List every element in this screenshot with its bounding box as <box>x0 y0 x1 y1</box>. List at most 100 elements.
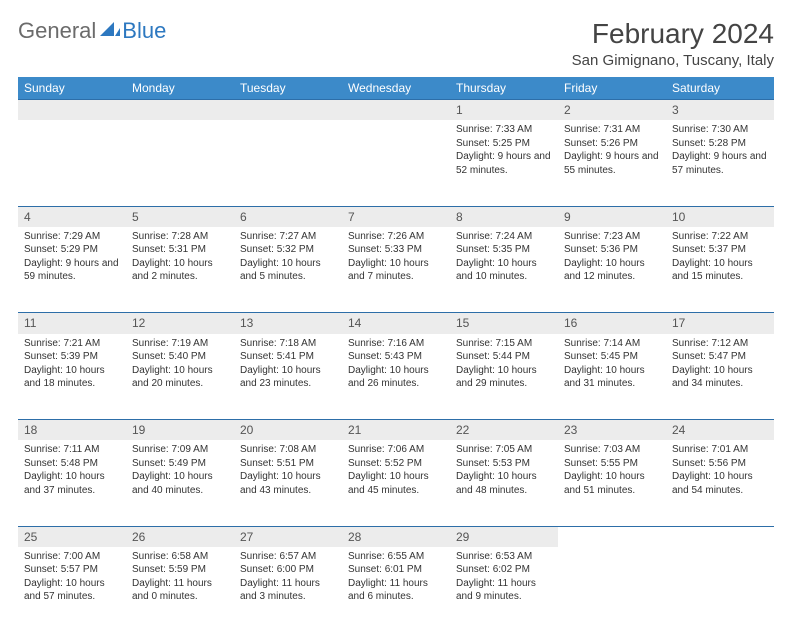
day-number-cell: 29 <box>450 526 558 547</box>
sunset-line: Sunset: 5:41 PM <box>240 350 336 364</box>
day-number-cell: 7 <box>342 206 450 227</box>
day-header: Monday <box>126 77 234 100</box>
day-detail-cell: Sunrise: 7:29 AMSunset: 5:29 PMDaylight:… <box>18 227 126 313</box>
day-number-cell <box>558 526 666 547</box>
week-detail-row: Sunrise: 7:00 AMSunset: 5:57 PMDaylight:… <box>18 547 774 633</box>
sunset-line: Sunset: 5:35 PM <box>456 243 552 257</box>
day-detail-cell <box>558 547 666 633</box>
day-detail-cell: Sunrise: 6:53 AMSunset: 6:02 PMDaylight:… <box>450 547 558 633</box>
day-detail-cell: Sunrise: 7:33 AMSunset: 5:25 PMDaylight:… <box>450 120 558 206</box>
day-detail-cell: Sunrise: 7:19 AMSunset: 5:40 PMDaylight:… <box>126 334 234 420</box>
daylight-line: Daylight: 9 hours and 59 minutes. <box>24 257 120 284</box>
sunrise-line: Sunrise: 7:22 AM <box>672 230 768 244</box>
sunrise-line: Sunrise: 7:31 AM <box>564 123 660 137</box>
sunrise-line: Sunrise: 7:21 AM <box>24 337 120 351</box>
day-detail-cell: Sunrise: 7:09 AMSunset: 5:49 PMDaylight:… <box>126 440 234 526</box>
logo-text-general: General <box>18 18 96 44</box>
day-number-cell: 13 <box>234 313 342 334</box>
daylight-line: Daylight: 10 hours and 20 minutes. <box>132 364 228 391</box>
day-number-cell: 28 <box>342 526 450 547</box>
day-detail-cell <box>342 120 450 206</box>
sunset-line: Sunset: 5:44 PM <box>456 350 552 364</box>
week-daynum-row: 45678910 <box>18 206 774 227</box>
daylight-line: Daylight: 10 hours and 2 minutes. <box>132 257 228 284</box>
daylight-line: Daylight: 11 hours and 9 minutes. <box>456 577 552 604</box>
daylight-line: Daylight: 9 hours and 57 minutes. <box>672 150 768 177</box>
sunrise-line: Sunrise: 6:58 AM <box>132 550 228 564</box>
sunset-line: Sunset: 5:53 PM <box>456 457 552 471</box>
day-detail-cell: Sunrise: 7:24 AMSunset: 5:35 PMDaylight:… <box>450 227 558 313</box>
day-number-cell: 20 <box>234 420 342 441</box>
day-number-cell: 1 <box>450 100 558 121</box>
sunrise-line: Sunrise: 7:18 AM <box>240 337 336 351</box>
sunrise-line: Sunrise: 7:11 AM <box>24 443 120 457</box>
day-detail-cell <box>18 120 126 206</box>
sunset-line: Sunset: 6:01 PM <box>348 563 444 577</box>
sunrise-line: Sunrise: 7:03 AM <box>564 443 660 457</box>
daylight-line: Daylight: 10 hours and 51 minutes. <box>564 470 660 497</box>
sunset-line: Sunset: 5:33 PM <box>348 243 444 257</box>
daylight-line: Daylight: 10 hours and 54 minutes. <box>672 470 768 497</box>
day-detail-cell: Sunrise: 6:55 AMSunset: 6:01 PMDaylight:… <box>342 547 450 633</box>
day-number-cell: 23 <box>558 420 666 441</box>
sunrise-line: Sunrise: 7:00 AM <box>24 550 120 564</box>
daylight-line: Daylight: 10 hours and 57 minutes. <box>24 577 120 604</box>
day-header-row: SundayMondayTuesdayWednesdayThursdayFrid… <box>18 77 774 100</box>
daylight-line: Daylight: 10 hours and 34 minutes. <box>672 364 768 391</box>
daylight-line: Daylight: 10 hours and 7 minutes. <box>348 257 444 284</box>
day-number-cell: 22 <box>450 420 558 441</box>
day-number-cell <box>666 526 774 547</box>
daylight-line: Daylight: 10 hours and 5 minutes. <box>240 257 336 284</box>
sunset-line: Sunset: 5:37 PM <box>672 243 768 257</box>
daylight-line: Daylight: 11 hours and 0 minutes. <box>132 577 228 604</box>
day-header: Tuesday <box>234 77 342 100</box>
day-number-cell: 26 <box>126 526 234 547</box>
sunset-line: Sunset: 5:40 PM <box>132 350 228 364</box>
day-number-cell: 21 <box>342 420 450 441</box>
sunset-line: Sunset: 5:25 PM <box>456 137 552 151</box>
sunrise-line: Sunrise: 7:01 AM <box>672 443 768 457</box>
day-detail-cell: Sunrise: 7:28 AMSunset: 5:31 PMDaylight:… <box>126 227 234 313</box>
day-number-cell: 19 <box>126 420 234 441</box>
day-number-cell: 6 <box>234 206 342 227</box>
sunrise-line: Sunrise: 7:24 AM <box>456 230 552 244</box>
sunrise-line: Sunrise: 7:26 AM <box>348 230 444 244</box>
sunset-line: Sunset: 6:02 PM <box>456 563 552 577</box>
day-number-cell: 2 <box>558 100 666 121</box>
title-block: February 2024 San Gimignano, Tuscany, It… <box>572 18 774 69</box>
daylight-line: Daylight: 10 hours and 48 minutes. <box>456 470 552 497</box>
sunset-line: Sunset: 5:28 PM <box>672 137 768 151</box>
calendar-table: SundayMondayTuesdayWednesdayThursdayFrid… <box>18 77 774 633</box>
week-daynum-row: 123 <box>18 100 774 121</box>
day-number-cell: 5 <box>126 206 234 227</box>
day-header: Saturday <box>666 77 774 100</box>
sunrise-line: Sunrise: 7:27 AM <box>240 230 336 244</box>
sunset-line: Sunset: 5:36 PM <box>564 243 660 257</box>
daylight-line: Daylight: 11 hours and 6 minutes. <box>348 577 444 604</box>
day-number-cell: 8 <box>450 206 558 227</box>
day-detail-cell <box>666 547 774 633</box>
day-number-cell: 10 <box>666 206 774 227</box>
day-header: Wednesday <box>342 77 450 100</box>
daylight-line: Daylight: 10 hours and 45 minutes. <box>348 470 444 497</box>
sunset-line: Sunset: 5:45 PM <box>564 350 660 364</box>
day-number-cell <box>342 100 450 121</box>
sunset-line: Sunset: 5:52 PM <box>348 457 444 471</box>
sunset-line: Sunset: 5:51 PM <box>240 457 336 471</box>
sunrise-line: Sunrise: 7:28 AM <box>132 230 228 244</box>
day-number-cell: 27 <box>234 526 342 547</box>
day-detail-cell: Sunrise: 7:27 AMSunset: 5:32 PMDaylight:… <box>234 227 342 313</box>
day-detail-cell: Sunrise: 7:30 AMSunset: 5:28 PMDaylight:… <box>666 120 774 206</box>
daylight-line: Daylight: 10 hours and 26 minutes. <box>348 364 444 391</box>
daylight-line: Daylight: 9 hours and 55 minutes. <box>564 150 660 177</box>
day-number-cell: 3 <box>666 100 774 121</box>
sunrise-line: Sunrise: 7:08 AM <box>240 443 336 457</box>
sunset-line: Sunset: 6:00 PM <box>240 563 336 577</box>
day-detail-cell: Sunrise: 7:14 AMSunset: 5:45 PMDaylight:… <box>558 334 666 420</box>
day-detail-cell: Sunrise: 7:18 AMSunset: 5:41 PMDaylight:… <box>234 334 342 420</box>
day-header: Sunday <box>18 77 126 100</box>
sunset-line: Sunset: 5:39 PM <box>24 350 120 364</box>
day-detail-cell: Sunrise: 7:21 AMSunset: 5:39 PMDaylight:… <box>18 334 126 420</box>
week-daynum-row: 18192021222324 <box>18 420 774 441</box>
sunrise-line: Sunrise: 7:33 AM <box>456 123 552 137</box>
